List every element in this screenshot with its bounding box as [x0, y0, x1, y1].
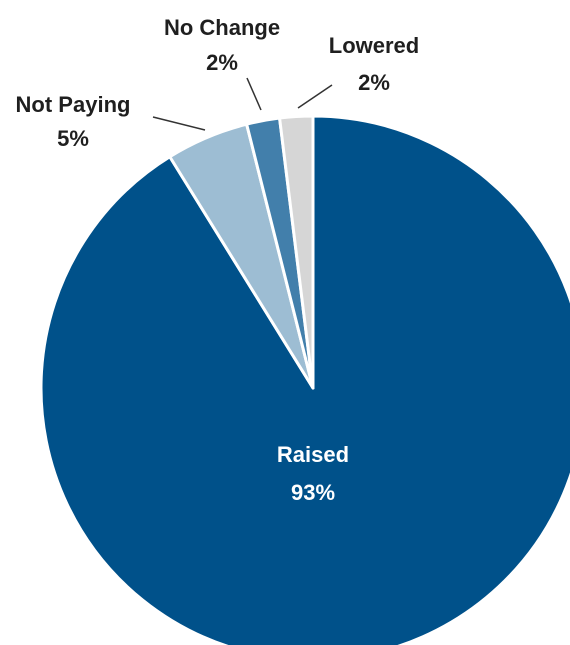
pie-slices	[39, 114, 570, 645]
slice-label-lowered: Lowered	[329, 33, 419, 58]
pie-slice-lowered	[278, 114, 315, 390]
slice-label-not-paying: Not Paying	[16, 92, 131, 117]
leader-line-no-change	[246, 77, 262, 111]
slice-value-not-paying: 5%	[57, 126, 89, 151]
pie-slice-raised	[39, 114, 570, 645]
slice-label-no-change: No Change	[164, 15, 280, 40]
slice-value-lowered: 2%	[358, 70, 390, 95]
slice-value-raised: 93%	[291, 480, 335, 505]
leader-line-not-paying	[152, 116, 206, 131]
slice-value-no-change: 2%	[206, 50, 238, 75]
leader-line-lowered	[297, 84, 333, 109]
leader-lines	[152, 77, 333, 131]
slice-label-raised: Raised	[277, 442, 349, 467]
